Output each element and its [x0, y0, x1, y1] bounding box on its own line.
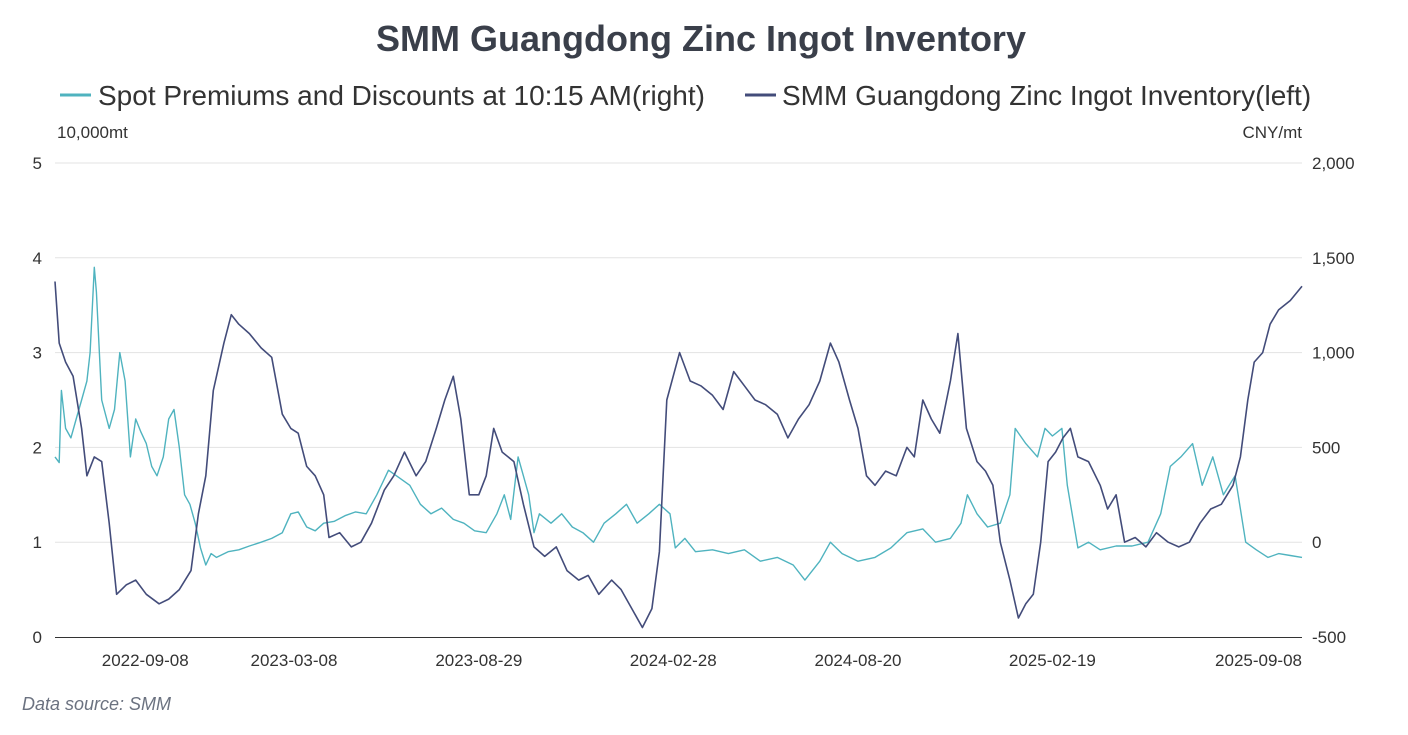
legend-label-spot-premiums[interactable]: Spot Premiums and Discounts at 10:15 AM(… — [98, 80, 705, 111]
legend-label-inventory[interactable]: SMM Guangdong Zinc Ingot Inventory(left) — [782, 80, 1311, 111]
left-tick-label: 4 — [33, 249, 42, 268]
series-lines — [54, 266, 1303, 629]
gridlines — [55, 162, 1302, 543]
left-tick-label: 2 — [33, 438, 42, 457]
right-axis-unit: CNY/mt — [1243, 123, 1303, 142]
right-tick-label: 2,000 — [1312, 154, 1355, 173]
x-axis-ticks: 2022-09-08 2023-03-08 2023-08-29 2024-02-28… — [102, 651, 1302, 670]
right-tick-label: 1,500 — [1312, 249, 1355, 268]
right-tick-label: -500 — [1312, 628, 1346, 647]
left-axis-ticks: 0 1 2 3 4 5 — [33, 154, 42, 647]
x-tick-label: 2025-09-08 — [1215, 651, 1302, 670]
left-tick-label: 0 — [33, 628, 42, 647]
x-tick-label: 2024-02-28 — [630, 651, 717, 670]
right-tick-label: 1,000 — [1312, 344, 1355, 363]
x-tick-label: 2022-09-08 — [102, 651, 189, 670]
right-tick-label: 0 — [1312, 533, 1321, 552]
right-axis-ticks: -500 0 500 1,000 1,500 2,000 — [1312, 154, 1355, 647]
series-line-spot-premiums — [54, 266, 1303, 581]
right-tick-label: 500 — [1312, 438, 1340, 457]
chart-title: SMM Guangdong Zinc Ingot Inventory — [376, 18, 1026, 59]
left-axis-unit: 10,000mt — [57, 123, 128, 142]
legend: Spot Premiums and Discounts at 10:15 AM(… — [60, 80, 1311, 111]
x-tick-label: 2023-08-29 — [435, 651, 522, 670]
x-tick-label: 2023-03-08 — [251, 651, 338, 670]
left-tick-label: 1 — [33, 533, 42, 552]
x-tick-label: 2025-02-19 — [1009, 651, 1096, 670]
data-source-note: Data source: SMM — [22, 694, 171, 714]
series-line-inventory — [54, 281, 1303, 629]
left-tick-label: 3 — [33, 344, 42, 363]
left-tick-label: 5 — [33, 154, 42, 173]
x-tick-label: 2024-08-20 — [815, 651, 902, 670]
